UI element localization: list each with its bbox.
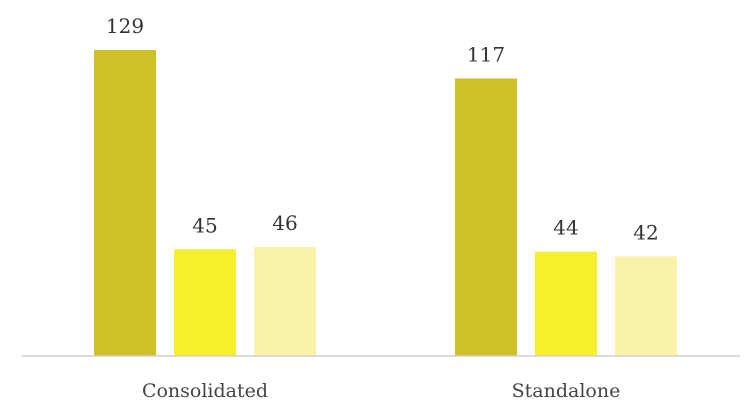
bars-layer [94, 50, 677, 356]
bar-standalone-1 [455, 78, 517, 356]
category-label-consolidated: Consolidated [142, 380, 268, 402]
data-label-consolidated-3: 46 [272, 211, 297, 235]
data-label-consolidated-2: 45 [192, 213, 217, 237]
data-label-standalone-3: 42 [633, 220, 658, 244]
data-labels-layer: 129 45 46 117 44 42 [106, 14, 659, 244]
bar-consolidated-2 [174, 249, 236, 356]
bar-consolidated-3 [254, 246, 316, 356]
bar-standalone-2 [535, 251, 597, 356]
bar-standalone-3 [615, 256, 677, 356]
category-labels-layer: Consolidated Standalone [142, 380, 620, 402]
data-label-standalone-2: 44 [553, 216, 578, 240]
category-label-standalone: Standalone [512, 380, 621, 402]
bar-consolidated-1 [94, 50, 156, 356]
data-label-consolidated-1: 129 [106, 14, 144, 38]
data-label-standalone-1: 117 [467, 42, 505, 66]
